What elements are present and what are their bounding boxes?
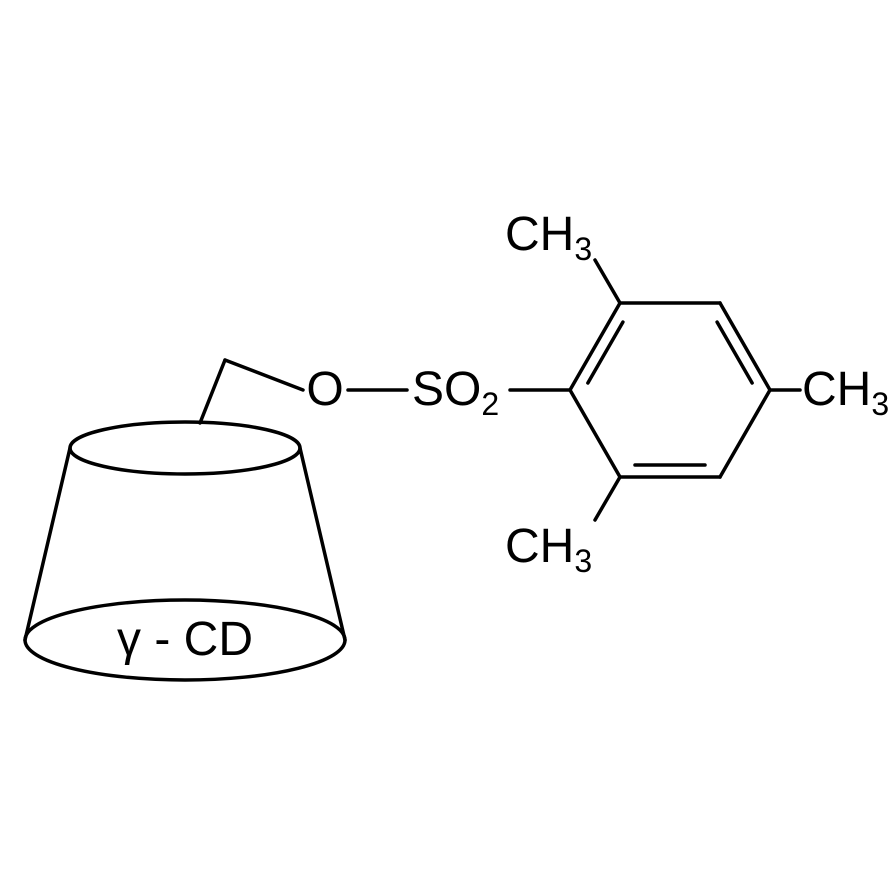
cd-top-rim [70,422,300,474]
chemical-structure-diagram: γ - CD O SO2 CH3 CH3 CH3 [0,0,890,890]
methyl-top-label: CH3 [505,208,592,267]
methyl-bottom-bond [595,477,620,520]
ring-bond-3 [720,390,770,477]
cd-label: γ - CD [117,613,253,666]
methyl-right-label: CH3 [802,363,889,422]
ring-bond-5 [570,390,620,477]
so2-group: SO2 [412,363,499,422]
methyl-top-bond [595,260,620,303]
cd-left-side [25,448,70,640]
linker-bond-1 [200,360,225,423]
linker-bond-2 [225,360,303,390]
methyl-bottom-label: CH3 [505,520,592,579]
oxygen-atom: O [306,363,343,416]
ring-bond-2 [720,303,770,390]
ring-bond-0 [570,303,620,390]
cd-right-side [300,448,345,640]
